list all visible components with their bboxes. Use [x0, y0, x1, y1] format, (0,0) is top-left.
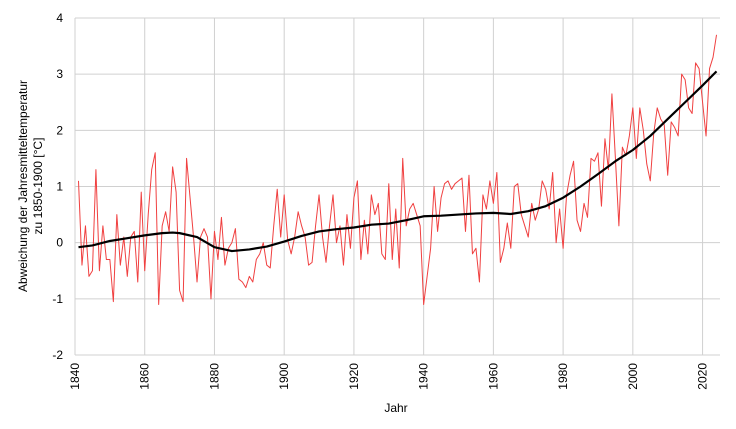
x-tick-label: 1880 [207, 363, 221, 390]
data-line [78, 70, 718, 253]
y-tick-label: 4 [56, 11, 63, 25]
x-tick-label: 1940 [417, 363, 431, 390]
y-tick-label: 2 [56, 123, 63, 137]
y-tick-label: 0 [56, 236, 63, 250]
x-axis-label: Jahr [384, 401, 407, 415]
y-tick-label: 1 [56, 180, 63, 194]
x-tick-label: 1980 [556, 363, 570, 390]
y-tick-label: -1 [52, 292, 63, 306]
y-tick-label: 3 [56, 67, 63, 81]
y-axis-label-line: zu 1850-1900 [°C] [31, 138, 45, 235]
x-tick-label: 1900 [277, 363, 291, 390]
y-tick-label: -2 [52, 348, 63, 362]
x-tick-label: 1920 [347, 363, 361, 390]
x-tick-label: 1840 [68, 363, 82, 390]
y-axis-label: Abweichung der Jahresmitteltemperatur zu… [16, 80, 45, 292]
x-tick-label: 1860 [138, 363, 152, 390]
y-axis-label-line: Abweichung der Jahresmitteltemperatur [16, 80, 30, 292]
data-line [77, 34, 718, 305]
x-tick-label: 2000 [626, 363, 640, 390]
x-tick-label: 1960 [486, 363, 500, 390]
x-tick-label: 2020 [696, 363, 710, 390]
